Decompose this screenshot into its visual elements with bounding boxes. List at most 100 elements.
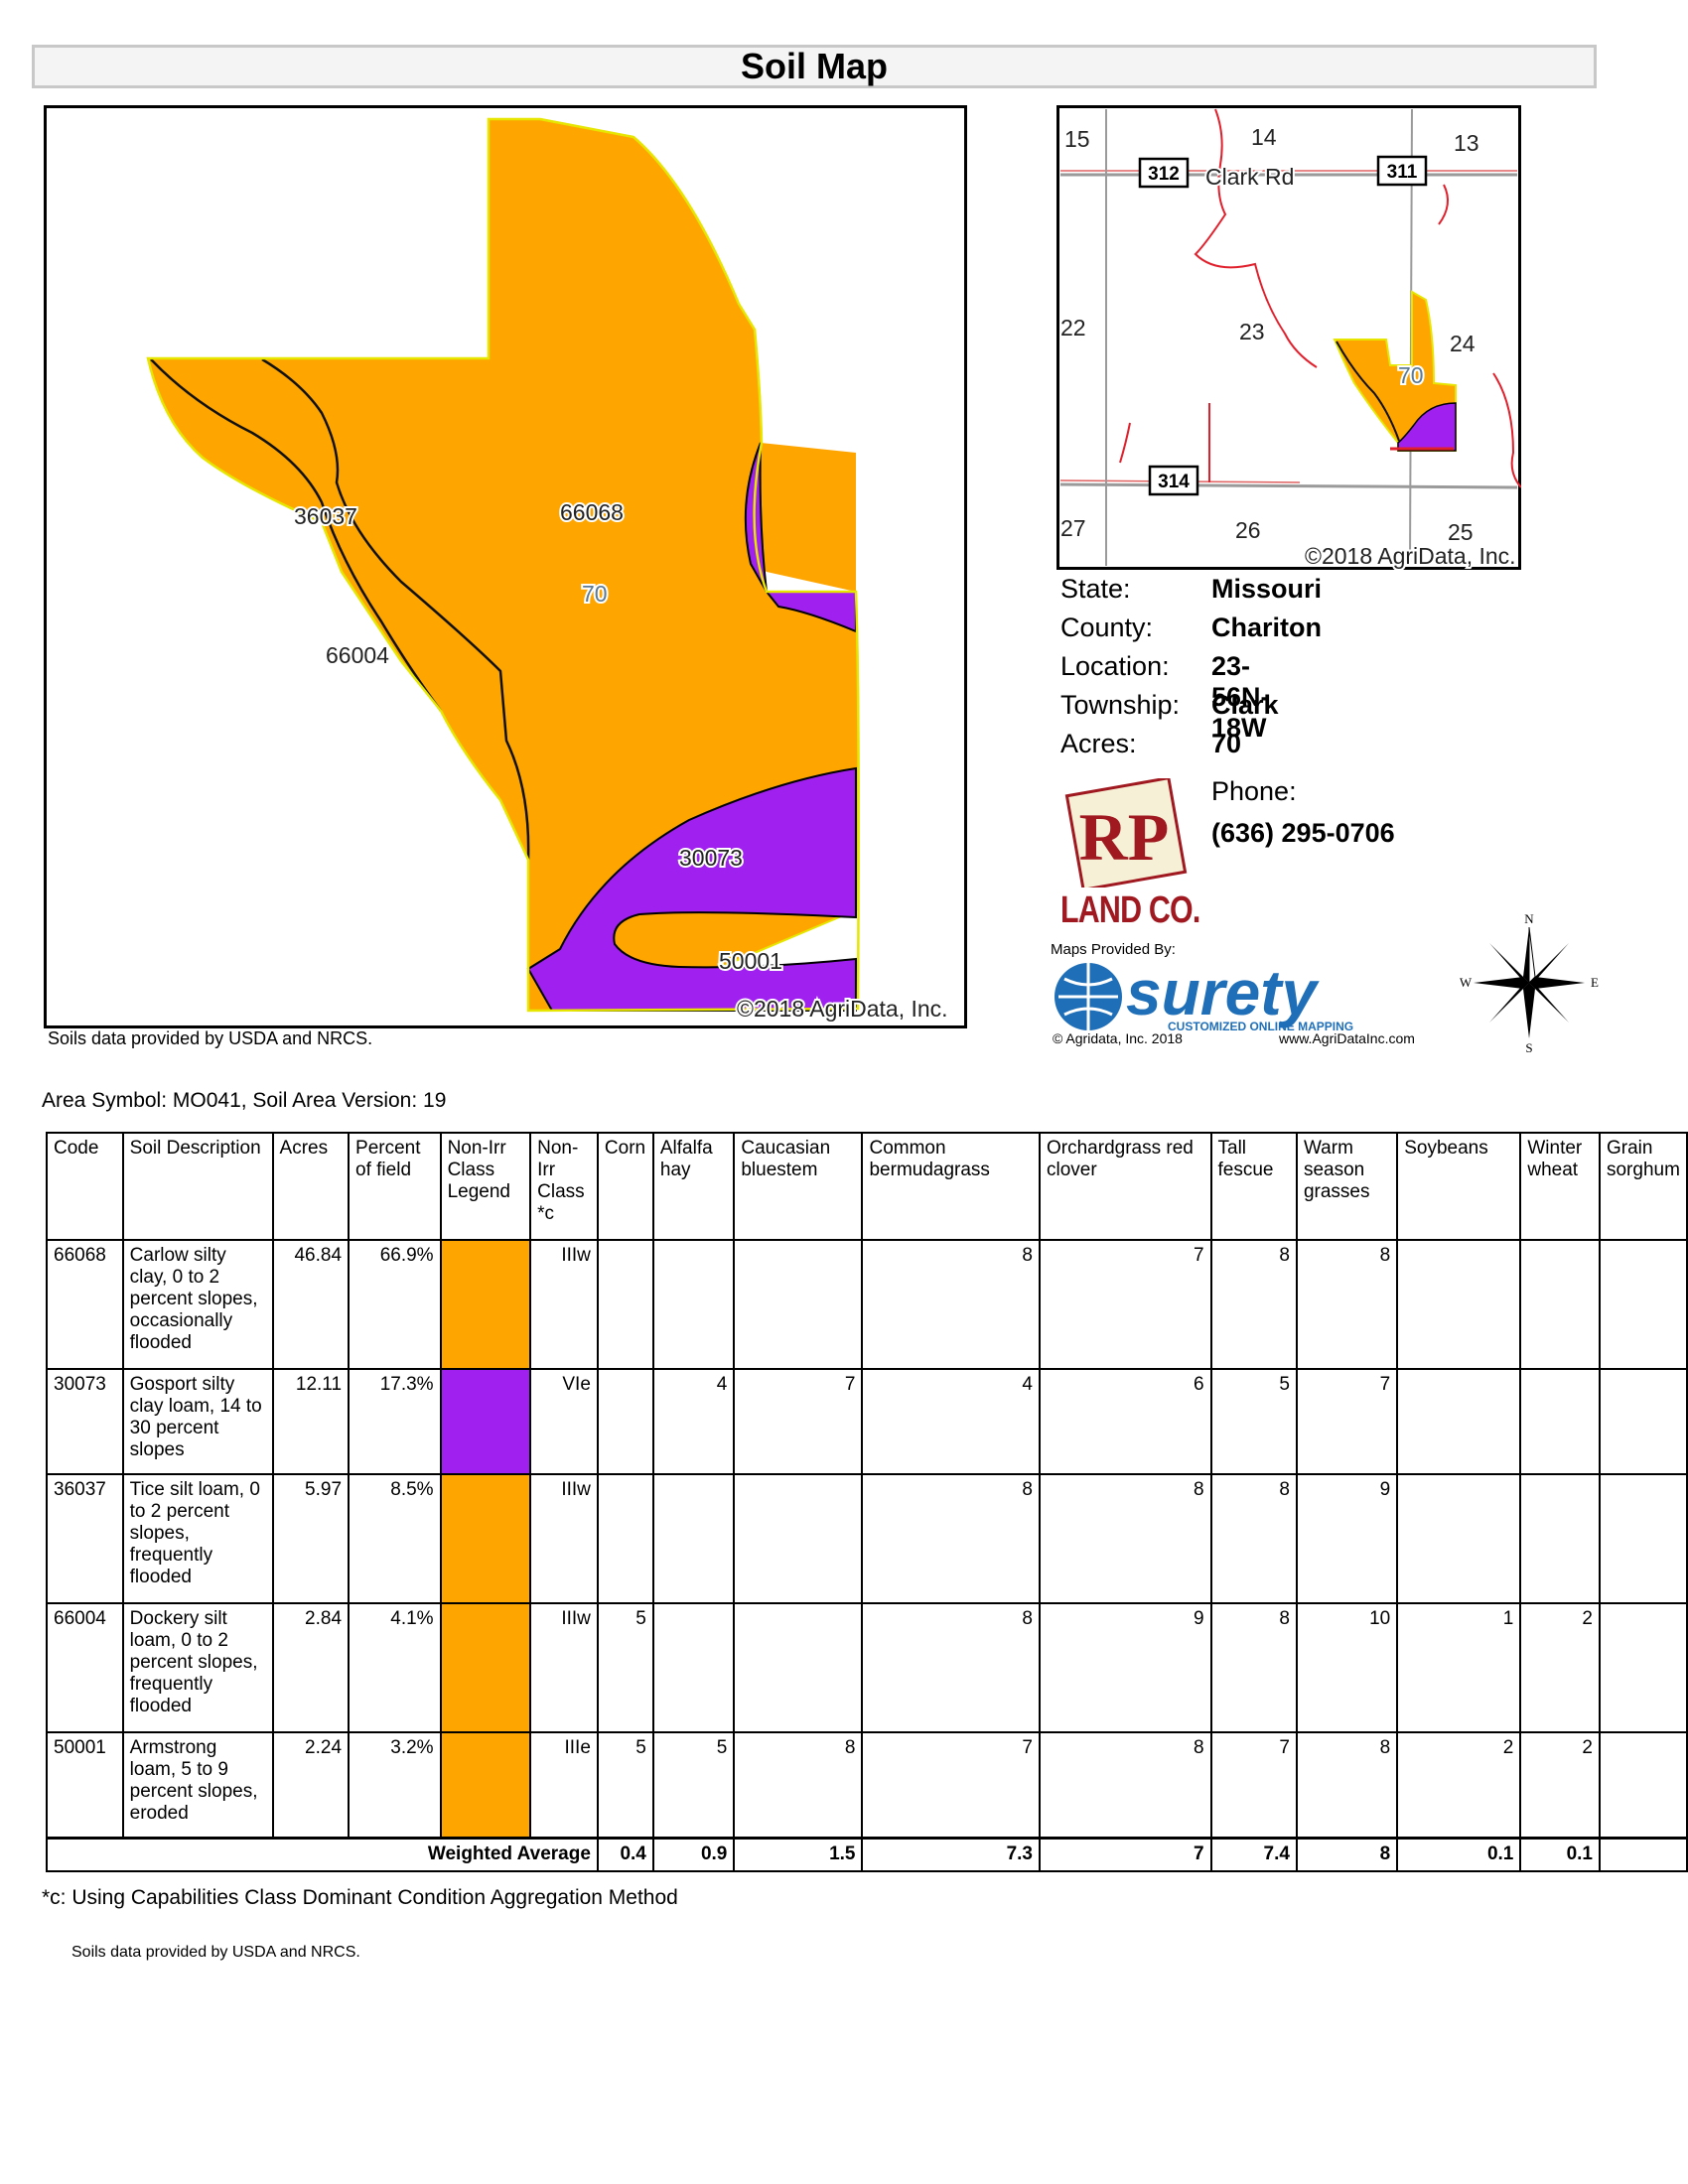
- cell-class: IIIw: [529, 1473, 599, 1604]
- cell-legend-swatch: [439, 1239, 532, 1370]
- cell-code: 30073: [46, 1368, 124, 1475]
- cell-corn: [596, 1239, 654, 1370]
- cell-soy: [1396, 1239, 1522, 1370]
- weighted-sorghum: [1598, 1836, 1688, 1872]
- cell-sorghum: [1598, 1473, 1688, 1604]
- phone-label: Phone:: [1211, 776, 1297, 806]
- cell-description: Tice silt loam, 0 to 2 percent slopes, f…: [121, 1473, 274, 1604]
- cell-bermuda: 8: [861, 1473, 1041, 1604]
- section-number: 13: [1454, 130, 1479, 156]
- cell-alfalfa: [651, 1602, 736, 1733]
- soil-table: Code Soil Description Acres Percent of f…: [46, 1132, 1688, 1872]
- column-header: Orchardgrass red clover: [1039, 1132, 1212, 1241]
- cell-alfalfa: [651, 1473, 736, 1604]
- column-header: Warm season grasses: [1295, 1132, 1399, 1241]
- cell-class: VIe: [529, 1368, 599, 1475]
- column-header: Non-Irr Class *c: [529, 1132, 599, 1241]
- cell-caucasian: [733, 1602, 864, 1733]
- location-field-label: 70: [1398, 362, 1424, 388]
- table-header-row: Code Soil Description Acres Percent of f…: [46, 1132, 1688, 1241]
- cell-warm: 10: [1295, 1602, 1399, 1733]
- phone-number[interactable]: (636) 295-0706: [1211, 818, 1395, 848]
- field-boundary: [146, 117, 860, 1013]
- cell-caucasian: [733, 1239, 864, 1370]
- cell-bermuda: 4: [861, 1368, 1041, 1475]
- cell-code: 66068: [46, 1239, 124, 1370]
- cell-alfalfa: 5: [651, 1731, 736, 1839]
- cell-percent: 17.3%: [348, 1368, 442, 1475]
- cell-corn: 5: [596, 1602, 654, 1733]
- cell-acres: 2.24: [271, 1731, 351, 1839]
- cell-legend-swatch: [439, 1368, 532, 1475]
- svg-text:312: 312: [1148, 164, 1180, 185]
- svg-text:311: 311: [1387, 162, 1418, 183]
- soil-map-canvas: 36037 66068 66004 30073 50001 70 ©2018 A…: [44, 105, 967, 1028]
- weighted-fescue: 7.4: [1209, 1836, 1298, 1872]
- cell-wheat: 2: [1519, 1731, 1601, 1839]
- cell-warm: 8: [1295, 1239, 1399, 1370]
- cell-sorghum: [1598, 1368, 1688, 1475]
- cell-caucasian: [733, 1473, 864, 1604]
- svg-text:N: N: [1524, 913, 1534, 926]
- cell-warm: 7: [1295, 1368, 1399, 1475]
- footnote: *c: Using Capabilities Class Dominant Co…: [42, 1886, 678, 1909]
- road-shield: 311: [1376, 155, 1428, 187]
- location-map[interactable]: 15 14 13 22 23 24 27 26 25 312 311 314 C…: [1056, 105, 1521, 570]
- cell-acres: 46.84: [271, 1239, 351, 1370]
- soil-map[interactable]: 36037 66068 66004 30073 50001 70 ©2018 A…: [44, 105, 967, 1028]
- weighted-alfalfa: 0.9: [651, 1836, 736, 1872]
- cell-fescue: 8: [1209, 1602, 1298, 1733]
- cell-orchard: 8: [1039, 1731, 1212, 1839]
- svg-text:surety: surety: [1126, 957, 1321, 1028]
- info-value: 70: [1211, 729, 1242, 758]
- column-header: Acres: [271, 1132, 351, 1241]
- cell-percent: 8.5%: [348, 1473, 442, 1604]
- weighted-corn: 0.4: [596, 1836, 654, 1872]
- soil-label: 30073: [679, 845, 743, 871]
- rp-company-name: LAND CO.: [1060, 889, 1200, 931]
- cell-soy: [1396, 1473, 1522, 1604]
- section-number: 25: [1448, 519, 1474, 545]
- section-number: 24: [1450, 331, 1476, 356]
- road-shield: 312: [1138, 157, 1190, 189]
- svg-text:W: W: [1460, 975, 1473, 990]
- location-map-canvas: 15 14 13 22 23 24 27 26 25 312 311 314 C…: [1056, 105, 1521, 570]
- weighted-average-label: Weighted Average: [46, 1836, 599, 1872]
- soil-boundary-line: [261, 357, 530, 861]
- cell-acres: 5.97: [271, 1473, 351, 1604]
- cell-class: IIIe: [529, 1731, 599, 1839]
- cell-soy: 1: [1396, 1602, 1522, 1733]
- info-value: 23-56N-18W: [1211, 651, 1270, 743]
- column-header: Soil Description: [121, 1132, 274, 1241]
- info-value: Clark: [1211, 690, 1279, 720]
- cell-wheat: 2: [1519, 1602, 1601, 1733]
- agridata-url[interactable]: www.AgriDataInc.com: [1279, 1030, 1415, 1046]
- info-value: Missouri: [1211, 574, 1323, 604]
- map-copyright: ©2018 AgriData, Inc.: [737, 996, 948, 1022]
- surety-logo: surety CUSTOMIZED ONLINE MAPPING: [1051, 957, 1448, 1033]
- cell-sorghum: [1598, 1239, 1688, 1370]
- cell-wheat: [1519, 1368, 1601, 1475]
- cell-code: 36037: [46, 1473, 124, 1604]
- cell-class: IIIw: [529, 1239, 599, 1370]
- cell-bermuda: 8: [861, 1602, 1041, 1733]
- cell-warm: 9: [1295, 1473, 1399, 1604]
- soil-polygon-purple-south: [526, 766, 857, 1012]
- location-field-polygon: [1333, 290, 1457, 452]
- cell-wheat: [1519, 1473, 1601, 1604]
- cell-orchard: 6: [1039, 1368, 1212, 1475]
- column-header: Alfalfa hay: [651, 1132, 736, 1241]
- cell-fescue: 5: [1209, 1368, 1298, 1475]
- cell-percent: 4.1%: [348, 1602, 442, 1733]
- section-number: 22: [1060, 315, 1086, 341]
- column-header: Non-Irr Class Legend: [439, 1132, 532, 1241]
- column-header: Corn: [596, 1132, 654, 1241]
- section-number: 14: [1251, 124, 1277, 150]
- location-map-copyright: ©2018 AgriData, Inc.: [1305, 543, 1516, 569]
- section-number: 23: [1239, 319, 1265, 344]
- column-header: Common bermudagrass: [861, 1132, 1041, 1241]
- soil-label: 36037: [294, 503, 357, 529]
- info-value: Chariton: [1211, 613, 1322, 642]
- section-number: 27: [1060, 515, 1086, 541]
- cell-description: Carlow silty clay, 0 to 2 percent slopes…: [121, 1239, 274, 1370]
